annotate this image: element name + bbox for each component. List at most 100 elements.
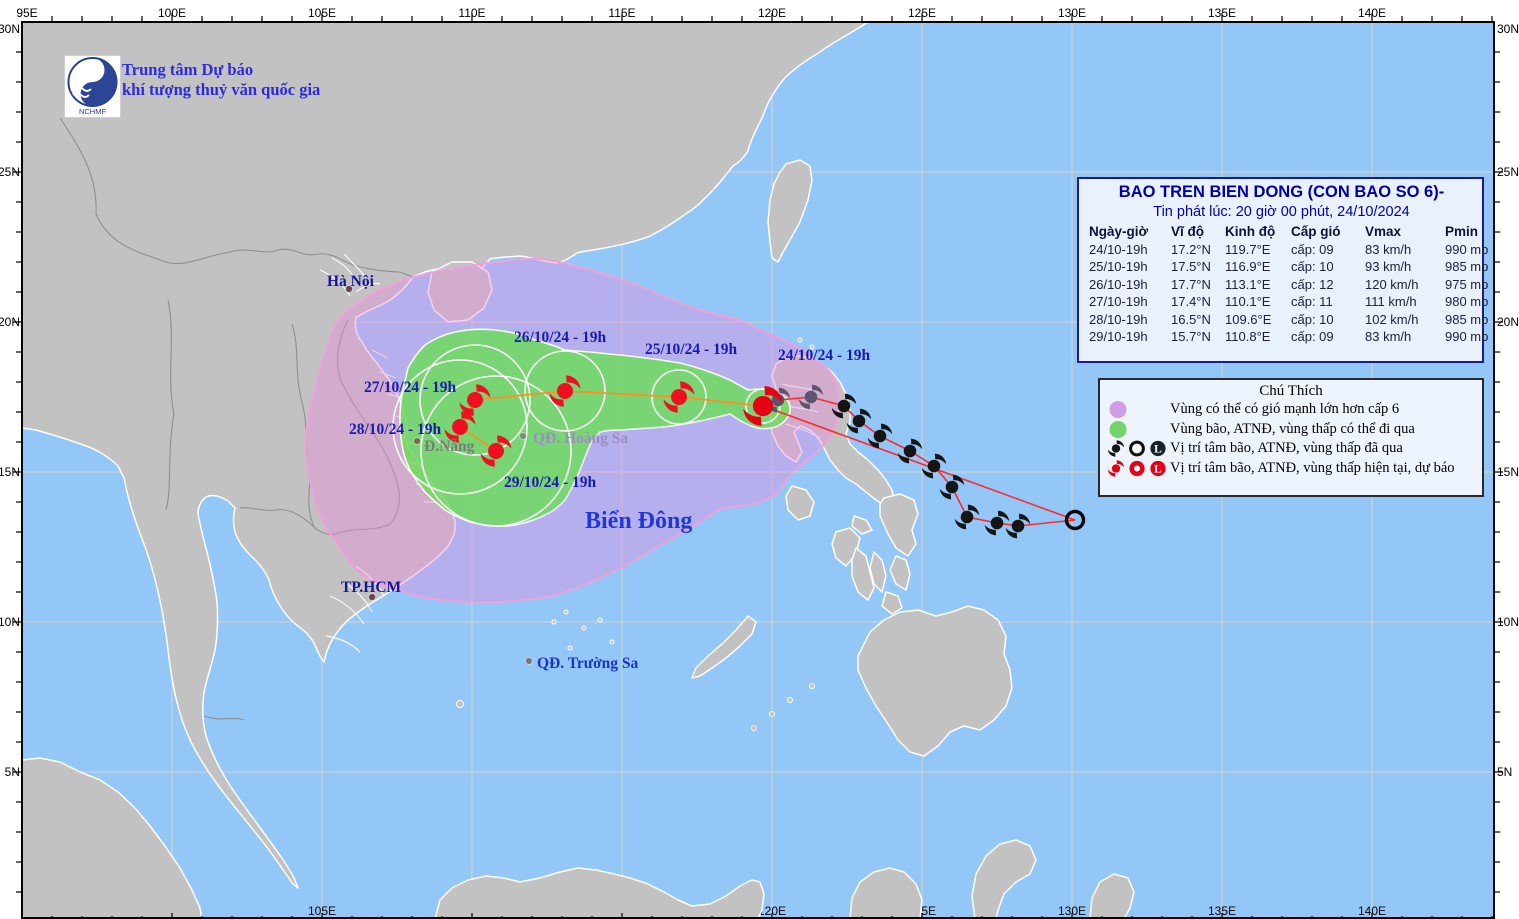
taiwan-island	[767, 159, 813, 263]
issued-time: Tin phát lúc: 20 giờ 00 phút, 24/10/2024	[1153, 204, 1410, 220]
forecast-table-row: 24/10-19h 17.2°N 119.7°E cấp: 09 83 km/h 990 …	[1089, 241, 1489, 257]
uncertainty-circle	[420, 375, 572, 527]
forecast-date-label: 25/10/24 - 19h	[645, 341, 738, 358]
city-dot	[525, 657, 533, 665]
borneo-island	[434, 867, 765, 918]
lat-label-left: 10N	[0, 615, 20, 629]
lon-label-top: 115E	[608, 6, 635, 20]
storm-info-table: BAO TREN BIEN DONG (CON BAO SO 6)- Tin p…	[1077, 177, 1489, 363]
lat-label-left: 5N	[5, 765, 20, 779]
axis-ticks-and-labels: 95E 100E 105E 110E 115E 120E 125E 130E 135E 140E 3…	[0, 6, 1519, 918]
place-label: Hà Nội	[327, 273, 375, 290]
column-header: Vmax	[1365, 224, 1402, 239]
lon-label-top: 100E	[158, 6, 186, 20]
lon-label-top: 140E	[1358, 6, 1386, 20]
palawan-island	[691, 615, 757, 679]
lat-label-right: 10N	[1497, 615, 1519, 629]
table-body: 24/10-19h 17.2°N 119.7°E cấp: 09 83 km/h 990 …	[1089, 241, 1489, 345]
lat-label-left: 30N	[0, 22, 20, 36]
samar-island	[879, 493, 919, 557]
svg-text:NCHMF: NCHMF	[79, 107, 106, 116]
legend-item: Vùng bão, ATNĐ, vùng thấp có thể đi qua	[1106, 420, 1476, 440]
svg-text:L: L	[1154, 463, 1162, 475]
forecast-date-label: 26/10/24 - 19h	[514, 329, 607, 346]
lon-label-top: 120E	[758, 6, 786, 20]
agency-line2: khí tượng thuỷ văn quốc gia	[122, 80, 321, 99]
column-header: Cấp gió	[1291, 224, 1341, 239]
place-label: TP.HCM	[341, 579, 402, 596]
column-header: Vĩ độ	[1171, 224, 1204, 239]
lat-label-right: 15N	[1497, 465, 1519, 479]
uncertainty-circle	[419, 344, 531, 456]
mainland-asia-indochina	[22, 22, 869, 889]
cebu-island	[869, 551, 887, 593]
lon-label-bottom: 135E	[1208, 904, 1236, 918]
legend-item: Vùng có thể có gió mạnh lớn hơn cấp 6	[1106, 400, 1476, 420]
storm-title: BAO TREN BIEN DONG (CON BAO SO 6)-	[1118, 183, 1445, 201]
uncertainty-circle	[392, 359, 528, 495]
lon-label-bottom: 140E	[1358, 904, 1386, 918]
leyte-island	[889, 555, 911, 591]
place-label: QĐ. Trường Sa	[537, 655, 639, 672]
legend-rows: Vùng có thể có gió mạnh lớn hơn cấp 6 Vùn…	[1106, 400, 1476, 478]
lat-label-right: 20N	[1497, 315, 1519, 329]
mindoro-island	[785, 485, 815, 521]
sulawesi-arm-1	[849, 867, 923, 918]
lat-label-right: 30N	[1497, 22, 1519, 36]
legend: Chú Thích Vùng có thể có gió mạnh lớn hơ…	[1098, 378, 1484, 497]
lon-label-top: 95E	[16, 6, 37, 20]
nchmf-logo: NCHMF	[64, 55, 121, 118]
lon-label-top: 125E	[908, 6, 936, 20]
mindanao-island	[857, 605, 1013, 757]
svg-text:L: L	[1154, 444, 1162, 456]
place-label: QĐ. Hoàng Sa	[533, 430, 628, 447]
lat-label-left: 15N	[0, 465, 20, 479]
lon-label-bottom: 120E	[758, 904, 786, 918]
masbate-island	[851, 515, 873, 535]
uncertainty-circles	[392, 344, 781, 527]
city-dot	[413, 437, 422, 446]
sea-name-label: Biển Đông	[585, 508, 692, 534]
storm-symbols	[444, 375, 1086, 539]
track-start-circle	[1064, 509, 1086, 531]
forecast-table-row: 29/10-19h 15.7°N 110.8°E cấp: 09 83 km/h 990 …	[1089, 329, 1489, 344]
past-markers-icon: L	[1106, 439, 1170, 458]
forecast-table-row: 28/10-19h 16.5°N 109.6°E cấp: 10 102 km/h 985…	[1089, 311, 1489, 327]
lat-label-right: 25N	[1497, 165, 1519, 179]
lon-label-top: 135E	[1208, 6, 1236, 20]
lon-label-top: 130E	[1058, 6, 1086, 20]
column-header: Kinh độ	[1225, 224, 1276, 239]
place-label: Đ.Nẵng	[424, 438, 475, 455]
legend-item: L Vị trí tâm bão, ATNĐ, vùng thấp đã qua	[1106, 439, 1476, 459]
column-header: Ngày-giờ	[1089, 224, 1149, 239]
legend-item-label: Vị trí tâm bão, ATNĐ, vùng thấp đã qua	[1170, 440, 1403, 457]
lon-label-bottom: 130E	[1058, 904, 1086, 918]
hainan-island	[427, 261, 493, 323]
lon-label-top: 110E	[458, 6, 485, 20]
forecast-table-row: 25/10-19h 17.5°N 116.9°E cấp: 10 93 km/h 985 …	[1089, 259, 1489, 274]
legend-item-label: Vùng bão, ATNĐ, vùng thấp có thể đi qua	[1170, 420, 1415, 437]
green-circle-icon	[1106, 420, 1170, 439]
agency-line1: Trung tâm Dự báo	[122, 60, 254, 79]
column-header: Pmin	[1445, 224, 1479, 239]
agency-name: Trung tâm Dự báo khí tượng thuỷ văn quốc…	[122, 60, 320, 100]
city-dot	[345, 285, 353, 293]
halmahera-island	[1089, 873, 1135, 918]
small-islands	[456, 337, 815, 731]
forecast-table-row: 26/10-19h 17.7°N 113.1°E cấp: 12 120 km/h 975…	[1089, 276, 1489, 292]
sumatra-island	[22, 757, 203, 918]
lon-label-top: 105E	[308, 6, 336, 20]
forecast-table-row: 27/10-19h 17.4°N 110.1°E cấp: 11 111 km/h 980…	[1089, 294, 1489, 309]
negros-island	[851, 547, 875, 601]
uncertainty-circle	[745, 388, 781, 424]
lat-label-left: 20N	[0, 315, 20, 329]
storm-passage-zone	[399, 328, 791, 528]
lat-label-right: 5N	[1497, 765, 1512, 779]
uncertainty-circle	[651, 369, 707, 425]
lat-label-left: 25N	[0, 165, 20, 179]
map-frame	[21, 21, 1495, 919]
sulawesi-arm-2	[971, 839, 1037, 918]
lon-label-bottom: E	[10, 904, 18, 918]
lon-label-bottom: 105E	[308, 904, 336, 918]
